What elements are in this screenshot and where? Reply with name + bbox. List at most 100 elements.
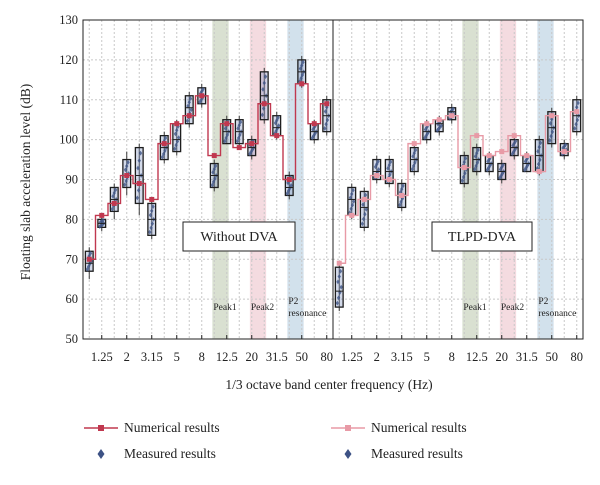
measured-point xyxy=(175,138,180,144)
y-axis-label: Floating slab acceleration level (dB) xyxy=(18,84,33,280)
numerical-marker xyxy=(399,192,405,198)
measured-point xyxy=(111,193,115,199)
y-tick-label: 70 xyxy=(66,252,79,266)
numerical-marker xyxy=(124,173,130,179)
measured-point xyxy=(298,66,303,72)
measured-point xyxy=(338,268,343,274)
measured-point xyxy=(324,121,328,127)
measured-point xyxy=(339,284,343,290)
x-tick-label: 80 xyxy=(321,350,334,364)
numerical-marker xyxy=(111,200,117,206)
measured-point xyxy=(201,86,205,92)
measured-point xyxy=(398,202,402,208)
measured-point xyxy=(211,179,216,185)
measured-point xyxy=(275,125,280,131)
measured-box xyxy=(184,95,194,125)
measured-point xyxy=(439,123,443,129)
measured-point xyxy=(364,207,368,212)
legend-label: Numerical results xyxy=(371,420,467,435)
measured-point xyxy=(513,147,517,153)
legend-label: Measured results xyxy=(371,446,463,461)
numerical-marker xyxy=(524,153,530,159)
measured-point xyxy=(376,159,380,164)
measured-point xyxy=(548,121,553,126)
x-tick-label: 2 xyxy=(124,350,130,364)
measured-point xyxy=(501,162,505,168)
measured-point xyxy=(462,159,466,165)
x-axis-label: 1/3 octave band center frequency (Hz) xyxy=(225,377,432,392)
measured-point xyxy=(125,163,129,169)
legend-label: Measured results xyxy=(124,446,216,461)
measured-point xyxy=(261,86,265,92)
x-tick-label: 12.5 xyxy=(466,350,488,364)
numerical-marker xyxy=(324,101,330,107)
measured-point xyxy=(136,187,141,193)
x-tick-label: 3.15 xyxy=(391,350,413,364)
measured-point xyxy=(85,266,89,272)
measured-point xyxy=(550,129,555,135)
numerical-marker xyxy=(549,113,555,119)
measured-point xyxy=(437,120,441,125)
measured-point xyxy=(388,159,393,165)
measured-point xyxy=(424,133,428,139)
band-label: P2 xyxy=(538,297,548,307)
measured-point xyxy=(236,135,241,141)
panel-label: Without DVA xyxy=(200,230,278,245)
numerical-marker xyxy=(374,173,380,179)
measured-point xyxy=(150,208,154,214)
numerical-marker xyxy=(261,101,267,107)
measured-point xyxy=(112,190,116,196)
measured-point xyxy=(399,199,403,205)
measured-point xyxy=(260,112,264,118)
measured-point xyxy=(312,124,316,130)
y-tick-label: 100 xyxy=(59,133,78,147)
measured-point xyxy=(363,192,368,198)
numerical-marker xyxy=(249,141,255,147)
measured-point xyxy=(538,140,543,146)
measured-point xyxy=(352,199,356,204)
shaded-band xyxy=(499,20,517,339)
measured-point xyxy=(524,165,528,171)
measured-point xyxy=(351,187,355,193)
measured-point xyxy=(311,133,316,139)
numerical-marker xyxy=(486,153,492,159)
measured-point xyxy=(350,202,355,208)
measured-point xyxy=(288,185,292,191)
measured-point xyxy=(461,174,466,180)
measured-point xyxy=(236,126,240,131)
measured-point xyxy=(123,182,127,188)
measured-point xyxy=(223,138,227,144)
measured-box xyxy=(359,190,369,228)
measured-point xyxy=(160,154,164,160)
measured-point xyxy=(136,165,140,171)
measured-point xyxy=(224,135,228,141)
measured-point xyxy=(300,72,305,78)
measured-point xyxy=(151,204,155,210)
measured-point xyxy=(289,183,293,188)
measured-point xyxy=(137,158,141,164)
measured-point xyxy=(573,126,577,131)
legend-square-marker xyxy=(98,425,104,431)
measured-point xyxy=(286,188,291,194)
measured-point xyxy=(486,159,490,164)
measured-point xyxy=(173,131,178,137)
measured-point xyxy=(237,122,241,128)
numerical-marker xyxy=(274,133,280,139)
numerical-marker xyxy=(449,113,455,119)
measured-point xyxy=(149,225,153,231)
band-label: P2 xyxy=(288,297,298,307)
measured-point xyxy=(463,170,467,176)
legend-diamond-marker xyxy=(344,449,352,459)
y-tick-label: 80 xyxy=(66,212,79,226)
measured-point xyxy=(511,143,515,148)
numerical-marker xyxy=(236,145,242,151)
measured-point xyxy=(537,144,541,150)
measured-point xyxy=(411,153,415,159)
measured-point xyxy=(300,63,304,68)
y-tick-label: 130 xyxy=(59,13,78,27)
measured-point xyxy=(301,59,305,65)
measured-point xyxy=(500,171,505,177)
measured-point xyxy=(223,126,228,131)
measured-point xyxy=(100,222,105,227)
